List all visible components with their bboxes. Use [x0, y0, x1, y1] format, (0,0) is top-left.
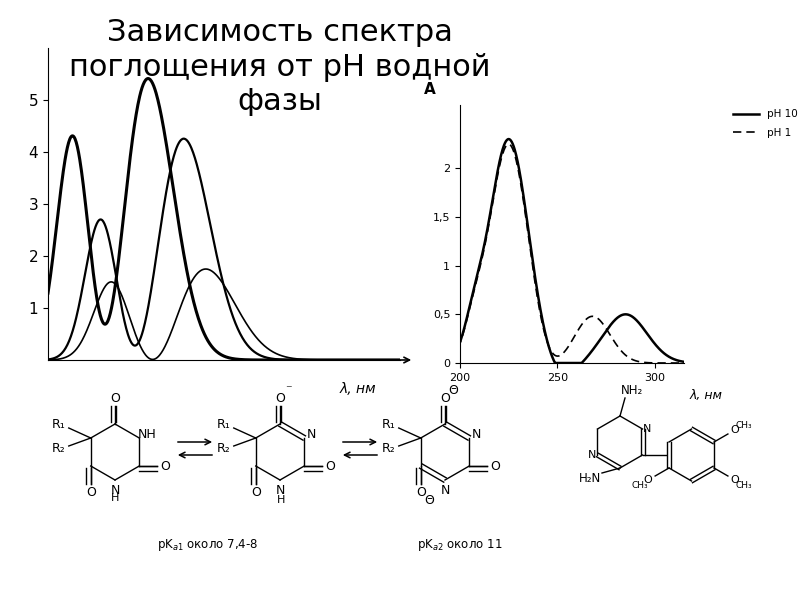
Text: O: O: [730, 475, 739, 485]
Text: O: O: [416, 485, 426, 499]
Text: CH₃: CH₃: [735, 421, 752, 430]
Text: R₁: R₁: [217, 418, 230, 431]
Text: O: O: [440, 391, 450, 404]
Text: R₂: R₂: [52, 443, 66, 455]
Text: N: N: [643, 424, 652, 434]
Text: N: N: [306, 428, 316, 442]
Text: O: O: [251, 485, 261, 499]
Text: O: O: [160, 460, 170, 473]
Text: O: O: [86, 485, 96, 499]
Text: pK$_{a1}$ около 7,4-8: pK$_{a1}$ около 7,4-8: [157, 537, 258, 553]
Text: H: H: [111, 493, 119, 503]
Text: R₂: R₂: [217, 443, 230, 455]
Text: O: O: [730, 425, 739, 435]
Text: N: N: [471, 428, 481, 442]
Text: λ, нм: λ, нм: [690, 389, 723, 402]
Text: O: O: [275, 391, 285, 404]
Text: R₂: R₂: [382, 443, 396, 455]
Text: λ, нм: λ, нм: [339, 382, 376, 396]
Text: ⁻: ⁻: [285, 383, 291, 397]
Legend: pH 10, pH 1: pH 10, pH 1: [729, 105, 800, 142]
Text: A: A: [424, 82, 436, 97]
Text: O: O: [490, 460, 500, 473]
Text: N: N: [110, 484, 120, 497]
Text: NH: NH: [138, 428, 157, 442]
Text: CH₃: CH₃: [631, 481, 648, 490]
Text: Θ: Θ: [424, 493, 434, 506]
Text: NH₂: NH₂: [621, 383, 643, 397]
Text: N: N: [588, 450, 597, 460]
Text: pK$_{a2}$ около 11: pK$_{a2}$ около 11: [418, 537, 502, 553]
Text: O: O: [110, 391, 120, 404]
Text: N: N: [275, 484, 285, 497]
Text: R₁: R₁: [382, 418, 396, 431]
Text: R₁: R₁: [52, 418, 66, 431]
Text: O: O: [644, 475, 653, 485]
Text: H: H: [277, 495, 285, 505]
Text: CH₃: CH₃: [735, 481, 752, 490]
Text: O: O: [326, 460, 335, 473]
Text: H₂N: H₂N: [579, 472, 601, 485]
Text: Зависимость спектра
поглощения от рН водной
фазы: Зависимость спектра поглощения от рН вод…: [70, 18, 490, 116]
Text: N: N: [440, 484, 450, 497]
Text: Θ: Θ: [448, 383, 458, 397]
